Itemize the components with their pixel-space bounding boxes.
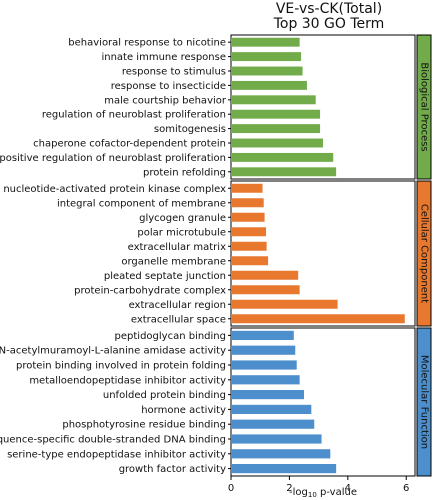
bar [231,330,294,340]
bar [231,80,307,90]
bar [231,52,302,62]
bar [231,449,331,459]
panel-frame [230,34,416,180]
y-tick-label: sequence-specific double-stranded DNA bi… [0,435,226,446]
bar [231,285,300,295]
bar [231,375,300,385]
bar [231,299,338,309]
bar [231,198,264,208]
y-tick-label: somitogenesis [154,124,226,135]
bar [231,464,337,474]
bar [231,66,303,76]
bar [231,167,337,177]
group-strip [416,180,432,327]
bar [231,434,322,444]
y-tick-label: organelle membrane [121,256,226,267]
y-tick-label: male courtship behavior [104,95,227,106]
x-axis-label: -log10 p-value [289,487,357,499]
group-label: Cellular Component [419,204,430,303]
group-label: Molecular Function [419,355,430,449]
bar [231,241,267,251]
y-tick-label: unfolded protein binding [103,390,226,401]
y-tick-label: hormone activity [141,405,226,416]
bar [231,109,321,119]
bar [231,390,305,400]
panel-frame [230,327,416,477]
bar [231,270,299,280]
x-tick-label: 6 [403,483,409,494]
y-tick-label: growth factor activity [119,464,226,475]
chart-title-line-1: VE-vs-CK(Total) [275,1,383,17]
group-strip [416,327,432,477]
x-tick-label: 2 [286,483,292,494]
bar [231,212,265,222]
y-tick-label: peptidoglycan binding [115,331,226,342]
bar [231,124,321,134]
y-tick-label: protein refolding [143,167,226,178]
panel-frame [230,180,416,327]
y-tick-label: chaperone cofactor-dependent protein [33,139,226,150]
x-tick-label: 4 [345,483,351,494]
bar [231,152,334,162]
y-tick-label: metalloendopeptidase inhibitor activity [29,375,226,386]
y-tick-label: extracellular space [131,314,226,325]
group-strip [416,34,432,180]
y-tick-label: behavioral response to nicotine [68,38,226,49]
bar [231,360,297,370]
chart-title-line-2: Top 30 GO Term [273,16,385,32]
y-tick-label: regulation of neuroblast proliferation [42,110,226,121]
y-tick-label: integral component of membrane [57,198,226,209]
bar [231,314,405,324]
bar [231,183,263,193]
y-tick-label: protein binding involved in protein fold… [16,361,226,372]
y-tick-label: response to stimulus [122,67,226,78]
y-tick-label: protein-carbohydrate complex [74,285,226,296]
y-tick-label: extracellular matrix [128,242,226,253]
y-tick-label: response to insecticide [111,81,226,92]
group-label: Biological Process [419,62,430,151]
y-tick-label: extracellular region [129,300,226,311]
bar [231,138,323,148]
y-tick-label: polar microtubule [137,227,226,238]
y-tick-label: serine-type endopeptidase inhibitor acti… [7,449,226,460]
bar [231,95,316,105]
y-tick-label: positive regulation of neuroblast prolif… [0,153,226,164]
bar [231,37,300,47]
bar [231,404,312,414]
y-tick-label: glycogen granule [139,213,226,224]
y-tick-label: N-acetylmuramoyl-L-alanine amidase activ… [0,346,226,357]
bar [231,227,267,237]
x-tick-label: 0 [228,483,234,494]
y-tick-label: phosphotyrosine residue binding [62,420,226,431]
bar [231,345,296,355]
bar [231,419,315,429]
y-tick-label: nucleotide-activated protein kinase comp… [3,184,226,195]
y-tick-label: innate immune response [101,52,226,63]
bar [231,256,269,266]
y-tick-label: pleated septate junction [104,271,226,282]
